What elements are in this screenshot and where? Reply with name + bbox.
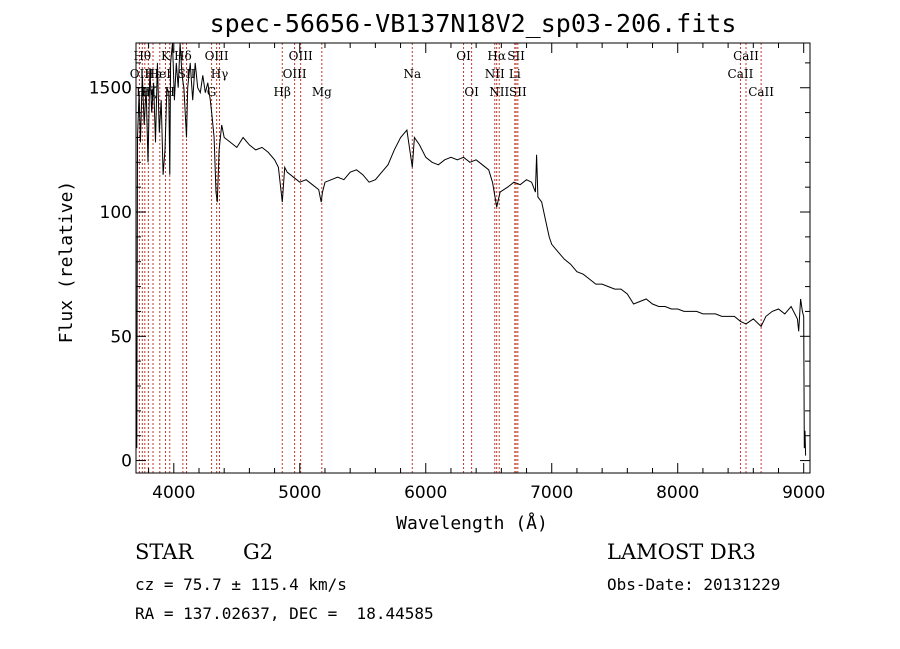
redshift-value: cz = 75.7 ± 115.4 km/s [135,575,347,594]
emission-line-label: OII [130,67,150,81]
emission-line-markers [138,43,762,473]
emission-line-label: OIII [205,49,229,63]
emission-line-label: Hγ [211,67,229,81]
y-tick-label: 1500 [89,79,132,99]
emission-line-label: Li [509,67,521,81]
emission-line-label: OIII [283,67,307,81]
x-axis-ticks: 4000 5000 6000 7000 8000 9000 [148,43,825,503]
emission-line-label: HeI [149,67,172,81]
emission-line-label: NII [489,85,509,99]
y-axis-label: Flux (relative) [56,181,77,344]
x-tick-label: 6000 [404,483,447,503]
x-axis-label: Wavelength (Å) [396,512,548,534]
survey-name: LAMOST DR3 [607,540,756,564]
y-tick-label: 100 [100,203,132,223]
emission-line-label: Na [403,67,421,81]
emission-line-label: SII [507,49,525,63]
y-axis-ticks: 0 50 100 1500 [89,62,810,472]
x-tick-label: 8000 [656,483,699,503]
emission-line-label: OI [464,85,479,99]
emission-line-label: CaII [748,85,774,99]
emission-line-label: NII [485,67,505,81]
emission-line-label: Mg [312,85,332,99]
emission-line-label: Hα [487,49,506,63]
x-tick-label: 9000 [782,483,825,503]
object-type: STAR [135,540,194,564]
observation-date: Obs-Date: 20131229 [607,575,781,594]
emission-line-label: OIII [289,49,313,63]
emission-line-label: SII [178,67,196,81]
spectrum-series-line [135,42,807,456]
sky-coordinates: RA = 137.02637, DEC = 18.44585 [135,604,434,623]
emission-line-label: Hβ [274,85,291,99]
chart-title: spec-56656-VB137N18V2_sp03-206.fits [210,9,737,38]
x-tick-label: 5000 [278,483,321,503]
emission-line-label: CaII [728,67,754,81]
y-tick-label: 50 [110,327,132,347]
spectral-subclass: G2 [243,540,274,564]
emission-line-label: H [165,85,175,99]
spectrum-chart: OIIHθHηHζHεHeIKHHδSIIGOIIIHγHβOIIIOIIIMg… [56,9,825,534]
x-tick-label: 4000 [152,483,195,503]
plot-frame [135,42,811,474]
emission-line-label: SII [509,85,527,99]
y-tick-label: 0 [121,452,132,472]
emission-line-label: OI [456,49,471,63]
x-tick-label: 7000 [530,483,573,503]
emission-line-labels: OIIHθHηHζHεHeIKHHδSIIGOIIIHγHβOIIIOIIIMg… [130,49,775,99]
emission-line-label: Hθ [133,49,151,63]
emission-line-label: G [207,85,217,99]
emission-line-label: CaII [733,49,759,63]
emission-line-label: Hδ [174,49,192,63]
emission-line-label: K [161,49,171,63]
